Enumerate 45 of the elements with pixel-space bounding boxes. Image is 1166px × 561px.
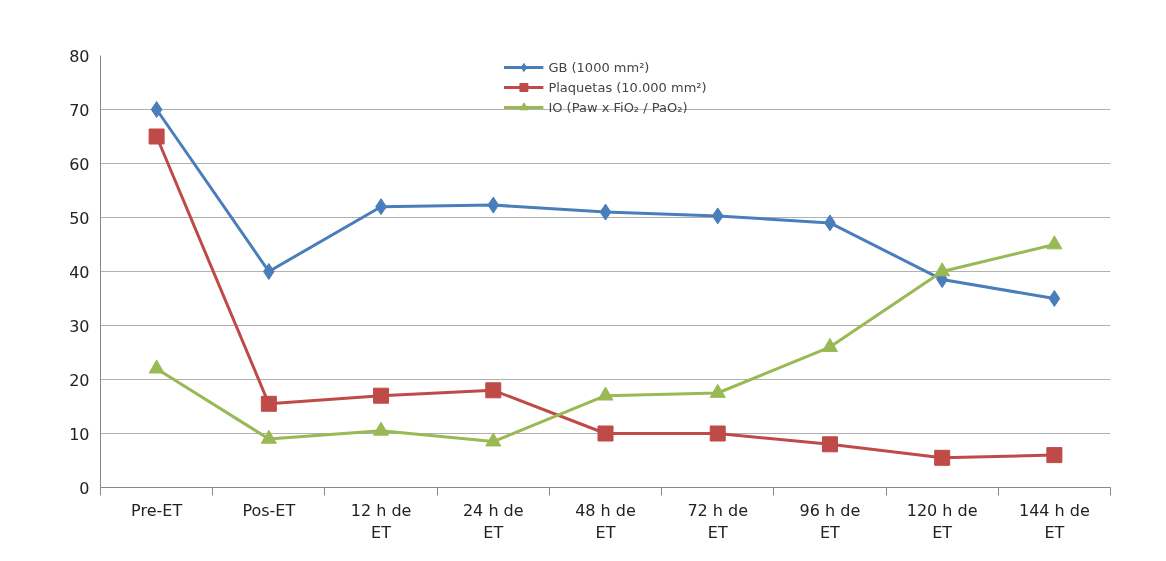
point [260, 395, 277, 412]
point [485, 382, 502, 399]
y-tick-label: 30 [69, 316, 90, 336]
point [373, 387, 390, 404]
point [821, 436, 838, 453]
point [597, 386, 614, 401]
point [597, 425, 614, 442]
point [1046, 447, 1063, 464]
point [934, 449, 951, 466]
point [485, 432, 502, 447]
y-tick-label: 60 [69, 154, 90, 174]
y-tick-label: 40 [69, 262, 90, 282]
legend-label: Plaquetas (10.000 mm²) [548, 79, 707, 95]
point [709, 425, 726, 442]
point [709, 383, 726, 398]
point [148, 359, 165, 374]
y-tick-label: 20 [69, 370, 90, 390]
x-tick-label: 72 h de ET [687, 500, 749, 543]
point [263, 263, 275, 280]
y-tick-label: 50 [69, 208, 90, 228]
y-tick-label: 0 [79, 478, 90, 498]
x-tick-label: 120 h de ET [906, 500, 978, 543]
point [373, 421, 390, 436]
y-tick-label: 70 [69, 100, 90, 120]
x-tick-label: 12 h de ET [350, 500, 412, 543]
point [934, 262, 951, 277]
point [260, 429, 277, 444]
x-tick-label: 48 h de ET [575, 500, 636, 543]
point [1046, 235, 1063, 250]
x-tick-label: 144 h de ET [1018, 500, 1090, 543]
point [821, 337, 838, 352]
point [148, 128, 165, 145]
point [1048, 290, 1061, 307]
y-tick-label: 10 [69, 424, 90, 444]
x-tick-label: Pos-ET [242, 500, 296, 520]
legend-label: GB (1000 mm²) [548, 59, 650, 75]
point [711, 207, 724, 225]
x-tick-label: 96 h de ET [799, 500, 861, 543]
x-tick-label: 24 h de ET [462, 500, 524, 543]
point [487, 196, 500, 214]
point [150, 101, 163, 118]
y-tick-label: 80 [69, 46, 90, 66]
legend-label: IO (Paw x FiO₂ / PaO₂) [548, 99, 688, 115]
x-tick-label: Pre-ET [131, 500, 183, 520]
point [599, 203, 612, 221]
